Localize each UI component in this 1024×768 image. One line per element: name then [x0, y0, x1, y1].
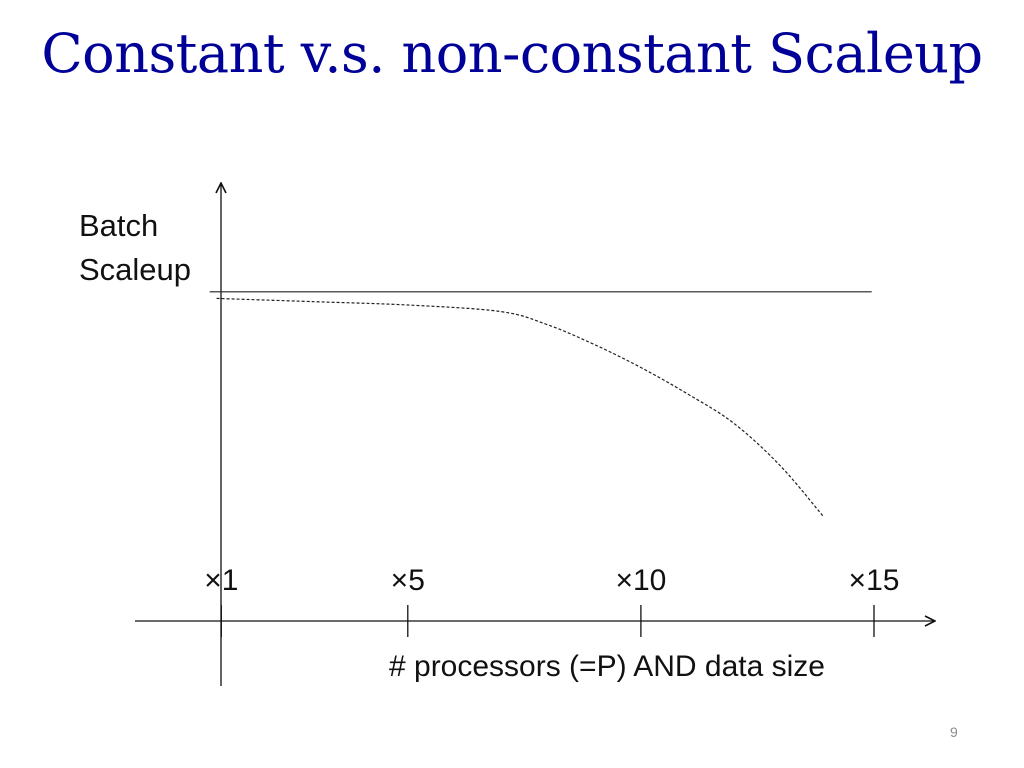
y-axis-label: Batch Scaleup: [79, 208, 191, 287]
x-tick-label: ×1: [204, 564, 238, 597]
y-axis-label-line: Scaleup: [79, 252, 191, 287]
x-tick-label: ×10: [615, 564, 666, 597]
x-tick-label: ×5: [391, 564, 425, 597]
slide-title: Constant v.s. non-constant Scaleup: [41, 22, 983, 85]
series-layer: [209, 291, 872, 517]
axes: [135, 183, 935, 686]
x-ticks: ×1 ×5 ×10 ×15: [204, 564, 899, 637]
x-tick-label: ×15: [849, 564, 900, 597]
non-constant-scaleup-line: [216, 297, 824, 517]
y-axis-label-line: Batch: [79, 208, 158, 243]
x-axis-label: # processors (=P) AND data size: [389, 650, 825, 683]
page-number: 9: [950, 724, 958, 740]
